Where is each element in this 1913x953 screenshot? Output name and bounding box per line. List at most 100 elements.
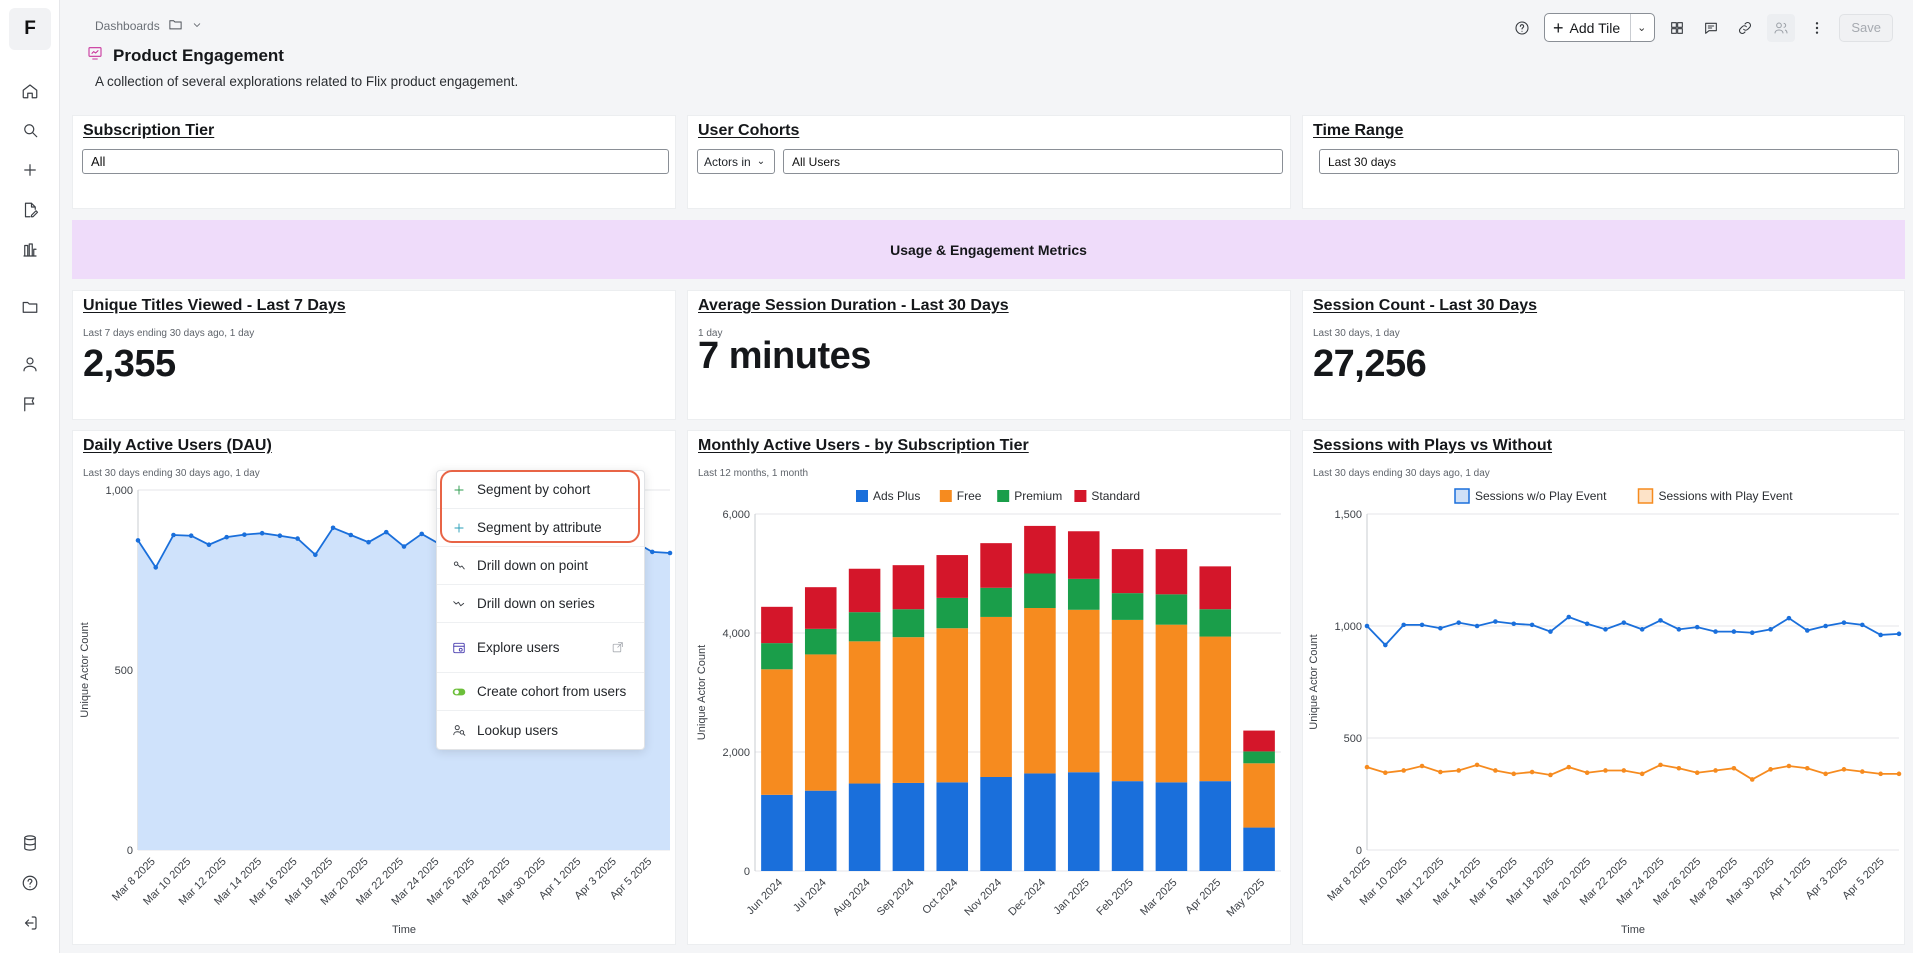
actors-in-select[interactable]: Actors in ⌄ — [697, 149, 775, 174]
share-users-button[interactable] — [1767, 13, 1796, 42]
x-tick-label: Sep 2024 — [875, 877, 917, 919]
folder-icon[interactable] — [18, 295, 42, 319]
legend-label: Sessions with Play Event — [1659, 489, 1794, 503]
chart-title[interactable]: Daily Active Users (DAU) — [83, 437, 272, 454]
legend-swatch — [1454, 488, 1470, 504]
folder-icon[interactable] — [168, 17, 183, 35]
plus-icon — [451, 520, 467, 536]
data-point — [1768, 767, 1773, 772]
bar-segment — [1111, 781, 1144, 871]
menu-lookup-users[interactable]: Lookup users — [437, 711, 644, 749]
menu-item-label: Segment by cohort — [477, 482, 591, 497]
y-tick-label: 1,000 — [1334, 621, 1362, 633]
chart-title[interactable]: Sessions with Plays vs Without — [1313, 437, 1553, 454]
bar-segment — [1111, 549, 1144, 594]
subscription-tier-input[interactable]: All — [82, 149, 669, 174]
chart-card-sessions: Sessions with Plays vs Without Last 30 d… — [1302, 430, 1905, 945]
bar-segment — [848, 612, 881, 642]
y-tick-label: 2,000 — [722, 747, 750, 759]
home-icon[interactable] — [18, 79, 42, 103]
metric-title[interactable]: Average Session Duration - Last 30 Days — [698, 297, 1009, 314]
search-icon[interactable] — [18, 118, 42, 142]
data-point — [1456, 620, 1462, 625]
link-icon[interactable] — [1733, 16, 1757, 40]
toggle-icon — [451, 684, 467, 700]
data-point — [1860, 769, 1865, 774]
chevron-down-icon[interactable] — [191, 19, 203, 34]
bar-segment — [936, 555, 969, 598]
plus-icon[interactable] — [18, 158, 42, 182]
data-point — [1713, 768, 1718, 773]
x-tick-label: Nov 2024 — [962, 877, 1004, 919]
metric-card-session-duration: Average Session Duration - Last 30 Days … — [687, 290, 1291, 420]
filter-title[interactable]: Time Range — [1313, 122, 1404, 139]
x-tick-label: Dec 2024 — [1006, 877, 1048, 919]
database-icon[interactable] — [18, 831, 42, 855]
y-axis-label: Unique Actor Count — [696, 645, 708, 740]
app-logo[interactable]: F — [9, 8, 51, 50]
save-button[interactable]: Save — [1839, 13, 1893, 42]
data-point — [1438, 769, 1443, 775]
data-point — [1749, 630, 1755, 636]
bar-segment — [892, 565, 925, 610]
plus-icon: + — [1553, 17, 1564, 38]
flask-icon[interactable] — [18, 238, 42, 262]
menu-explore-users[interactable]: Explore users — [437, 623, 644, 673]
cohort-input[interactable]: All Users — [783, 149, 1283, 174]
bar-segment — [804, 587, 837, 629]
sidebar: F — [0, 0, 60, 953]
metric-subtitle: Last 7 days ending 30 days ago, 1 day — [83, 328, 255, 339]
metric-value: 2,355 — [83, 343, 176, 385]
breadcrumb-dashboards[interactable]: Dashboards — [95, 19, 160, 33]
bar-segment — [804, 790, 837, 871]
data-point — [1896, 631, 1902, 637]
bar-segment — [1155, 624, 1188, 783]
bar-segment — [1067, 609, 1100, 773]
edit-file-icon[interactable] — [18, 198, 42, 222]
data-point — [1621, 768, 1627, 773]
menu-create-cohort[interactable]: Create cohort from users — [437, 673, 644, 711]
y-tick-label: 0 — [744, 866, 750, 878]
metric-title[interactable]: Session Count - Last 30 Days — [1313, 297, 1538, 314]
menu-segment-by-cohort[interactable]: Segment by cohort — [437, 471, 644, 509]
flag-icon[interactable] — [18, 392, 42, 416]
data-point — [1823, 623, 1828, 629]
user-icon[interactable] — [18, 352, 42, 376]
menu-drill-down-point[interactable]: Drill down on point — [437, 547, 644, 585]
chevron-down-icon[interactable]: ⌄ — [1637, 22, 1647, 34]
dashboard-icon — [87, 45, 103, 66]
add-tile-button[interactable]: + Add Tile ⌄ — [1544, 13, 1656, 42]
x-tick-label: Jun 2024 — [745, 877, 785, 917]
mau-chart[interactable]: 0 2,000 4,000 6,000 Time Unique Actor Count Ad… — [688, 431, 1292, 946]
menu-segment-by-attribute[interactable]: Segment by attribute — [437, 509, 644, 547]
data-point — [277, 533, 283, 539]
data-point — [401, 544, 407, 549]
grid-layout-icon[interactable] — [1665, 16, 1689, 40]
bar-segment — [936, 597, 969, 629]
filter-title[interactable]: User Cohorts — [698, 122, 800, 139]
data-point — [313, 552, 318, 558]
comment-icon[interactable] — [1699, 16, 1723, 40]
filter-title[interactable]: Subscription Tier — [83, 122, 215, 139]
help-icon[interactable] — [18, 871, 42, 895]
data-point — [1474, 623, 1480, 629]
chart-subtitle: Last 12 months, 1 month — [698, 468, 809, 479]
data-point — [1383, 770, 1388, 776]
chart-title[interactable]: Monthly Active Users - by Subscription T… — [698, 437, 1029, 454]
data-point — [1896, 771, 1902, 777]
data-point — [1456, 768, 1462, 773]
more-vertical-icon[interactable] — [1805, 16, 1829, 40]
metric-title[interactable]: Unique Titles Viewed - Last 7 Days — [83, 297, 346, 314]
data-point — [1474, 762, 1480, 768]
bar-segment — [848, 641, 881, 784]
logout-icon[interactable] — [18, 911, 42, 935]
data-point — [1438, 625, 1443, 631]
menu-item-label: Explore users — [477, 640, 560, 655]
help-icon[interactable] — [1510, 16, 1534, 40]
plus-icon — [451, 482, 467, 498]
time-range-input[interactable]: Last 30 days — [1319, 149, 1899, 174]
data-point — [383, 529, 389, 535]
menu-drill-down-series[interactable]: Drill down on series — [437, 585, 644, 623]
